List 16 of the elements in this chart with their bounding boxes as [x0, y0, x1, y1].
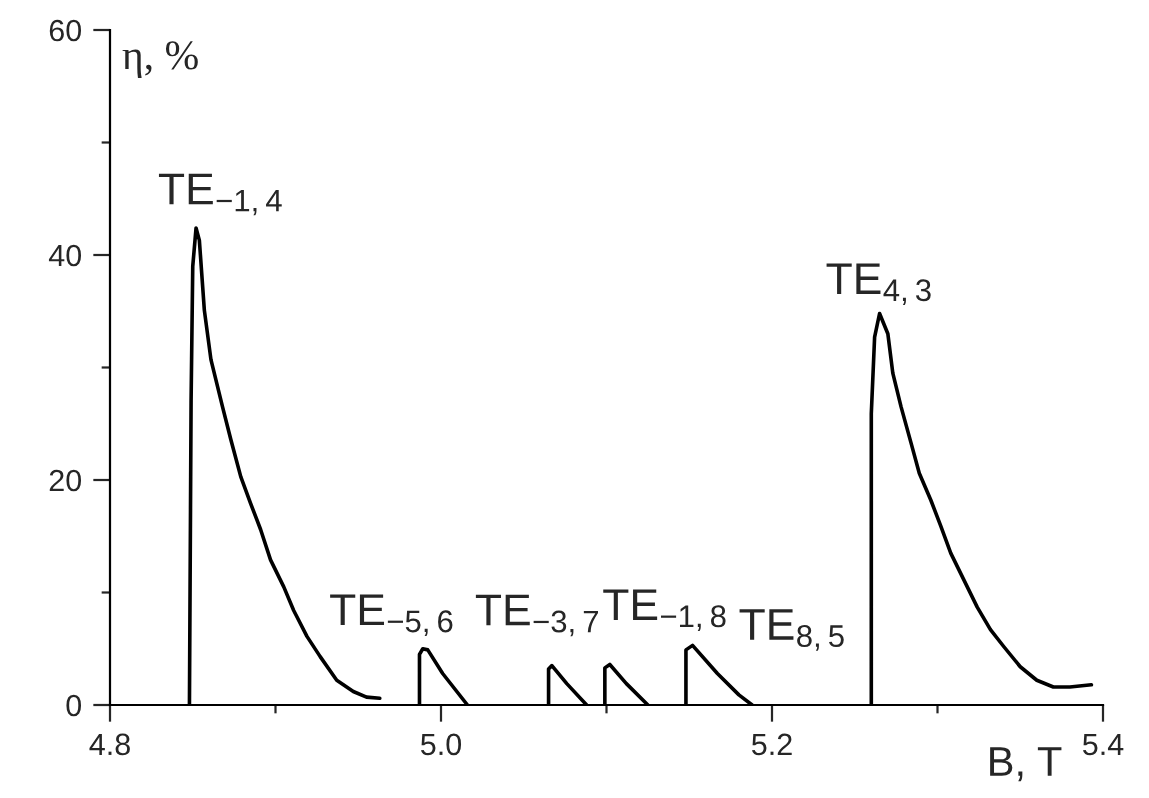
y-tick-label: 20	[49, 469, 82, 492]
annotation: TE$_{−1,4}$	[158, 173, 282, 216]
x-tick-label: 5.0	[420, 733, 462, 756]
annotation: TE$_{−3,7}$	[475, 594, 598, 637]
annotation: TE$_{4,3}$	[826, 263, 931, 305]
y-tick-label: 0	[66, 694, 82, 717]
x-tick-label: 5.4	[1082, 733, 1124, 756]
x-tick-label: 5.2	[751, 733, 792, 756]
x-tick-label: 4.8	[89, 733, 130, 756]
y-tick-label: 40	[48, 244, 82, 267]
y-tick-label: 60	[49, 19, 82, 42]
annotation: TE$_{8,5}$	[739, 609, 844, 651]
annotation: TE$_{−5,6}$	[330, 594, 453, 637]
y-axis-title: η, %	[122, 41, 198, 78]
x-axis-title: B, T	[990, 747, 1062, 782]
annotation: TE$_{−1,8}$	[603, 589, 726, 631]
